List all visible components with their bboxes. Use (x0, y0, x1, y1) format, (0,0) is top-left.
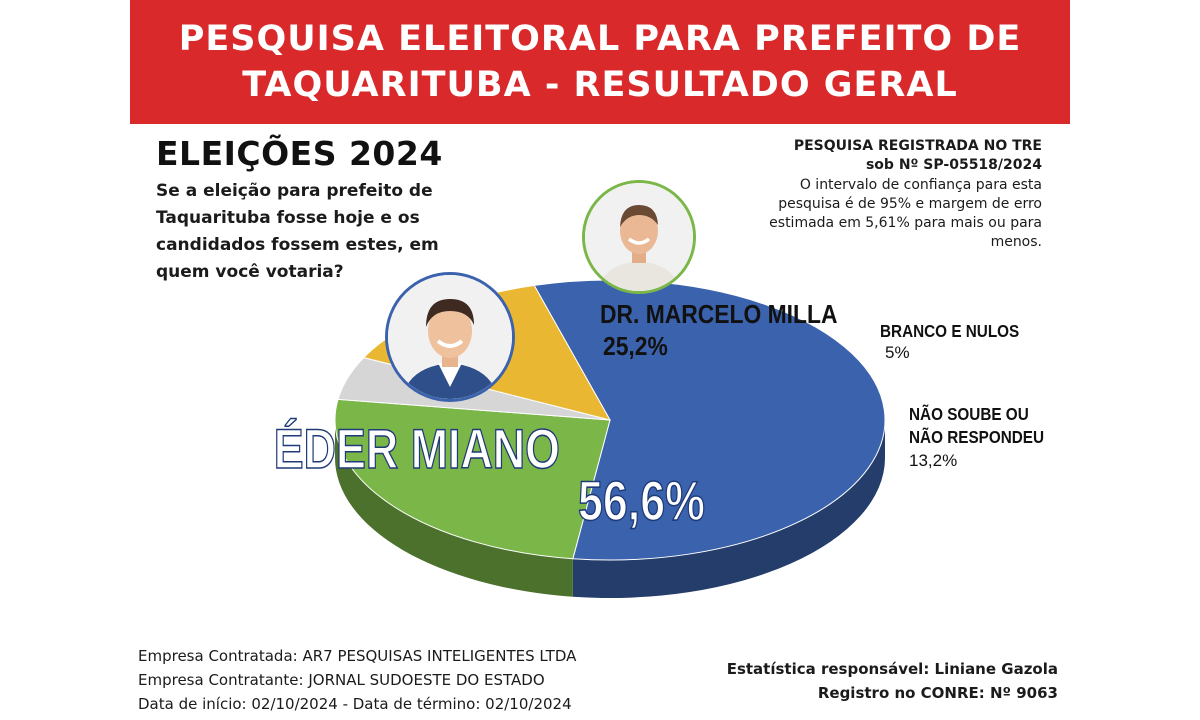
eder-miano-photo (385, 272, 515, 402)
slice-label-nao-soube-line-1: NÃO SOUBE OU (909, 403, 1029, 425)
statistician: Estatística responsável: Liniane Gazola (726, 660, 1058, 678)
poll-poster: PESQUISA ELEITORAL PARA PREFEITO DE TAQU… (130, 0, 1070, 720)
slice-label-marcelo-milla: DR. MARCELO MILLA (600, 301, 838, 330)
registration-title: PESQUISA REGISTRADA NO TRE (793, 138, 1042, 154)
marcelo-milla-photo (582, 180, 696, 294)
banner-title-line-1: PESQUISA ELEITORAL PARA PREFEITO DE (178, 19, 1022, 59)
footer-left: Empresa Contratada: AR7 PESQUISAS INTELI… (138, 644, 576, 716)
elections-heading: ELEIÇÕES 2024 (156, 134, 443, 173)
pie-side-dr-marcelo-milla (335, 420, 573, 597)
pie-slice-eder-miano (533, 279, 886, 561)
registration-header: PESQUISA REGISTRADA NO TRE sob Nº SP-055… (794, 137, 1042, 175)
contracted-company: Empresa Contratada: AR7 PESQUISAS INTELI… (138, 647, 577, 665)
slice-value-marcelo-milla: 25,2% (603, 333, 668, 362)
pie-slice-dr-marcelo-milla (334, 398, 611, 560)
poll-dates: Data de início: 02/10/2024 - Data de tér… (138, 695, 572, 713)
slice-value-nao-soube: 13,2% (909, 451, 957, 470)
pie-side-eder-miano (572, 420, 885, 598)
slice-label-eder-miano: ÉDER MIANO (274, 417, 560, 480)
slice-label-nao-soube-line-2: NÃO RESPONDEU (909, 426, 1044, 448)
slice-label-branco-nulos: BRANCO E NULOS (880, 321, 1019, 341)
banner-title-line-2: TAQUARITUBA - RESULTADO GERAL (242, 65, 958, 105)
contracting-company: Empresa Contratante: JORNAL SUDOESTE DO … (138, 671, 545, 689)
slice-value-eder-miano: 56,6% (578, 469, 705, 532)
slice-value-branco-nulos: 5% (885, 343, 910, 362)
title-banner: PESQUISA ELEITORAL PARA PREFEITO DE TAQU… (130, 0, 1070, 124)
pie-chart: ÉDER MIANO 56,6% DR. MARCELO MILLA 25,2%… (273, 279, 1044, 598)
poll-question: Se a eleição para prefeito de Taquaritub… (156, 181, 439, 282)
registration-number: sob Nº SP-05518/2024 (865, 157, 1042, 173)
conre-registration: Registro no CONRE: Nº 9063 (817, 684, 1058, 702)
footer-right: Estatística responsável: Liniane Gazola … (727, 657, 1058, 705)
confidence-note: O intervalo de confiança para esta pesqu… (769, 177, 1042, 250)
